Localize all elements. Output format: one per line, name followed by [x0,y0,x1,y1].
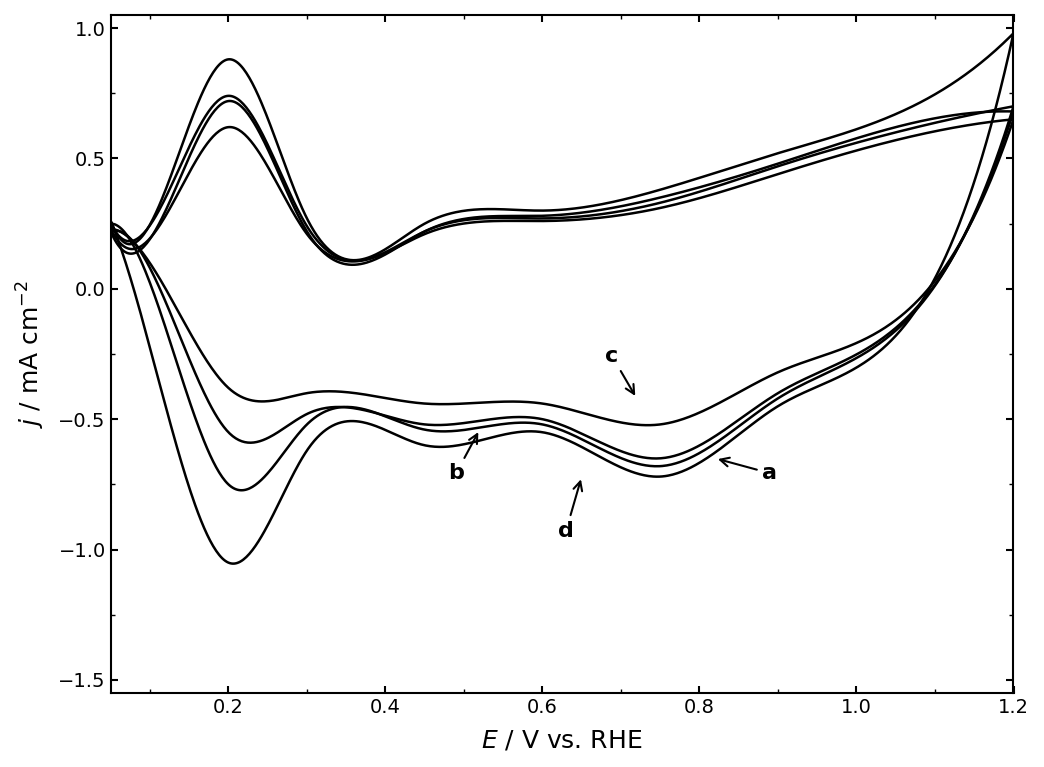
X-axis label: $\it{E}$ / V vs. RHE: $\it{E}$ / V vs. RHE [481,728,643,752]
Text: b: b [448,434,477,483]
Text: a: a [720,458,778,483]
Y-axis label: $\it{j}$ / mA cm$^{-2}$: $\it{j}$ / mA cm$^{-2}$ [15,280,47,428]
Text: c: c [606,346,634,394]
Text: d: d [559,482,583,541]
